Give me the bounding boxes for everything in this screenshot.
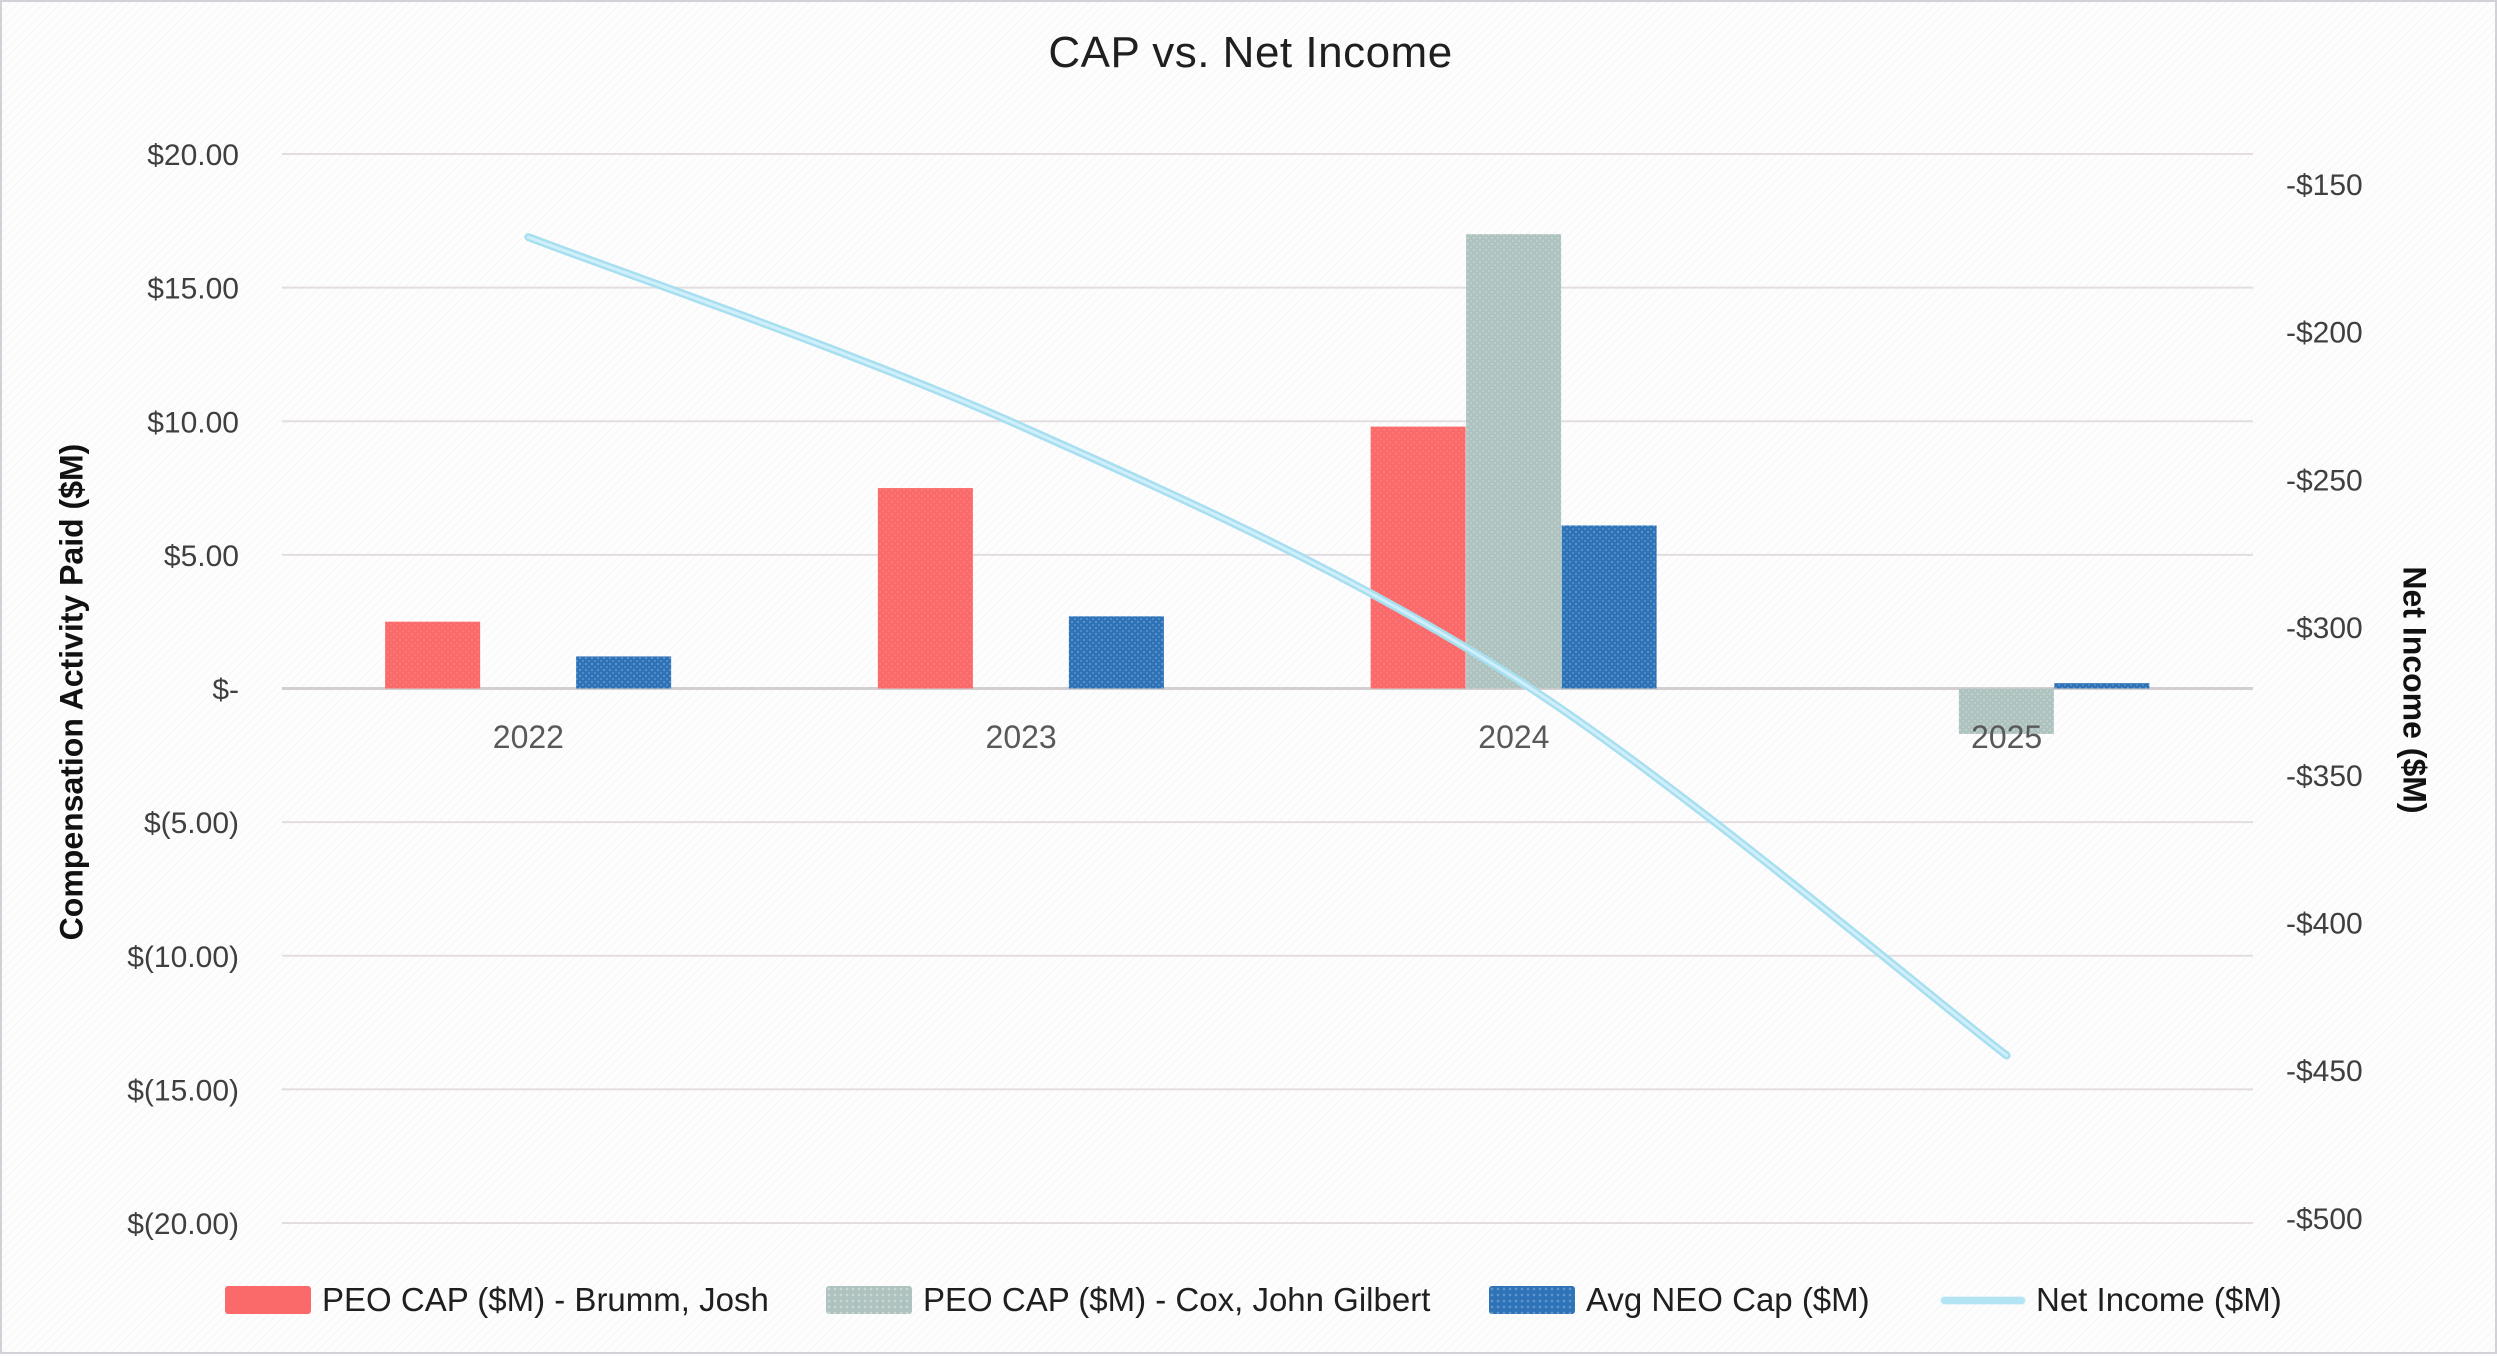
- svg-text:2025: 2025: [1971, 719, 2042, 755]
- bar-2023-s2: [1068, 616, 1164, 689]
- left-axis-title: Compensation Activity Paid ($M): [53, 443, 90, 941]
- right-axis-title: Net Income ($M): [2396, 566, 2433, 814]
- svg-text:-$450: -$450: [2286, 1055, 2363, 1088]
- svg-text:-$350: -$350: [2286, 760, 2363, 793]
- bar-2022-s0: [385, 621, 481, 689]
- svg-text:2023: 2023: [986, 719, 1057, 755]
- svg-text:$-: $-: [212, 674, 239, 707]
- svg-text:$(10.00): $(10.00): [127, 941, 239, 974]
- svg-text:$15.00: $15.00: [147, 273, 239, 306]
- svg-text:$5.00: $5.00: [164, 540, 239, 573]
- svg-text:$(15.00): $(15.00): [127, 1074, 239, 1107]
- bar-2023-s0: [877, 488, 973, 689]
- svg-text:$(5.00): $(5.00): [144, 807, 239, 840]
- svg-text:-$500: -$500: [2286, 1203, 2363, 1236]
- bar-2025-s1: [1958, 688, 2054, 734]
- svg-text:-$150: -$150: [2286, 169, 2363, 202]
- bar-2022-s2: [576, 656, 672, 689]
- svg-text:2024: 2024: [1478, 719, 1549, 755]
- bar-2024-s2: [1561, 525, 1657, 689]
- net-income-line: [524, 233, 2011, 1060]
- svg-text:$10.00: $10.00: [147, 406, 239, 439]
- bar-2025-s2: [2054, 683, 2150, 689]
- svg-text:$(20.00): $(20.00): [127, 1208, 239, 1241]
- bar-2024-s1: [1466, 234, 1562, 689]
- svg-text:-$200: -$200: [2286, 317, 2363, 350]
- svg-text:-$250: -$250: [2286, 464, 2363, 497]
- chart-title: CAP vs. Net Income: [1048, 28, 1453, 77]
- svg-text:2022: 2022: [493, 719, 564, 755]
- svg-text:$20.00: $20.00: [147, 139, 239, 172]
- bar-2024-s0: [1370, 426, 1466, 689]
- svg-text:-$300: -$300: [2286, 612, 2363, 645]
- svg-text:-$400: -$400: [2286, 908, 2363, 941]
